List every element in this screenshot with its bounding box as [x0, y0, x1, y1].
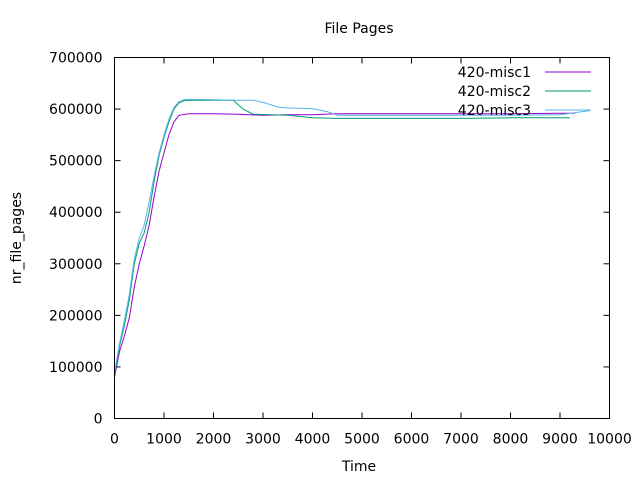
x-tick-label: 9000 — [542, 432, 578, 448]
series-line-420-misc1 — [114, 112, 575, 378]
y-tick-label: 600000 — [49, 102, 102, 118]
x-tick-label: 2000 — [196, 432, 232, 448]
y-tick-label: 100000 — [49, 360, 102, 376]
plot-frame — [114, 57, 610, 419]
x-tick-label: 7000 — [443, 432, 479, 448]
y-tick-label: 700000 — [49, 51, 102, 67]
x-tick-label: 8000 — [493, 432, 529, 448]
x-tick-label: 10000 — [587, 432, 632, 448]
y-tick-label: 200000 — [49, 308, 102, 324]
y-axis-label: nr_file_pages — [9, 192, 25, 284]
series-group — [114, 98, 590, 378]
x-tick-label: 3000 — [245, 432, 281, 448]
y-tick-label: 500000 — [49, 154, 102, 170]
series-line-420-misc3 — [114, 98, 590, 373]
y-tick-label: 400000 — [49, 205, 102, 221]
legend-label: 420-misc2 — [458, 84, 531, 100]
x-tick-label: 4000 — [295, 432, 331, 448]
x-axis-label: Time — [341, 459, 376, 475]
legend: 420-misc1 420-misc2 420-misc3 — [458, 65, 591, 119]
axis-ticks: 0 1000 2000 3000 4000 5000 6000 7000 8000 9000 100… — [49, 51, 632, 448]
y-tick-label: 300000 — [49, 257, 102, 273]
series-line-420-misc2 — [114, 99, 570, 375]
y-tick-label: 0 — [94, 412, 103, 428]
chart-title: File Pages — [324, 21, 393, 37]
x-tick-label: 0 — [110, 432, 119, 448]
x-tick-label: 5000 — [344, 432, 380, 448]
x-tick-label: 1000 — [146, 432, 182, 448]
legend-label: 420-misc1 — [458, 65, 531, 81]
legend-label: 420-misc3 — [458, 103, 531, 119]
x-tick-label: 6000 — [394, 432, 430, 448]
